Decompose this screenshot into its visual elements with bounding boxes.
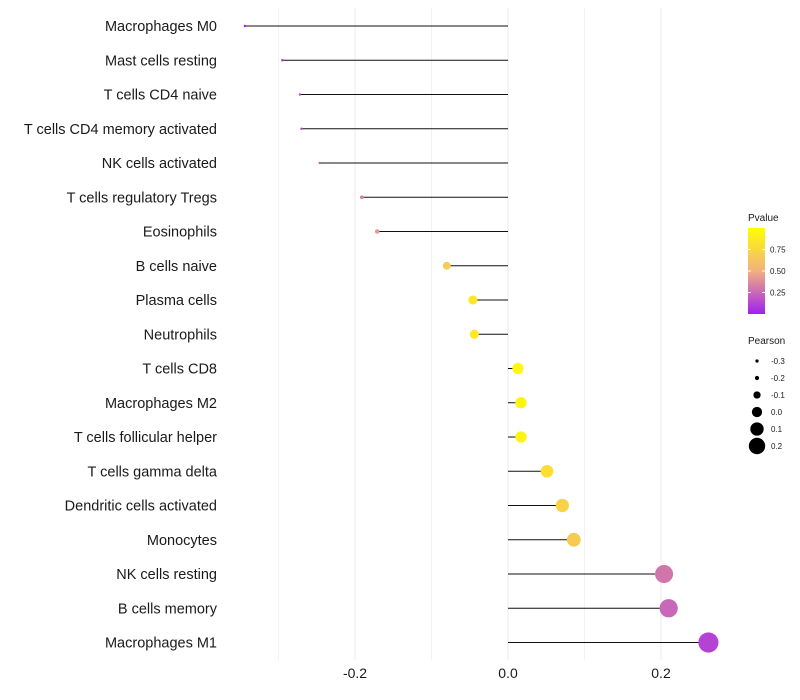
category-label: Mast cells resting [105, 53, 217, 69]
category-label: NK cells resting [116, 567, 217, 583]
category-label: Macrophages M0 [105, 19, 217, 35]
category-label: T cells CD4 naive [104, 88, 217, 104]
pearson-legend: Pearson -0.3 -0.2 -0.1 0.0 0.1 0.2 [748, 336, 785, 455]
category-label: T cells regulatory Tregs [67, 190, 217, 206]
category-axis: Macrophages M0 Mast cells resting T cells … [24, 19, 218, 652]
pearson-legend-label: -0.2 [771, 374, 785, 383]
data-point [566, 532, 581, 547]
category-label: B cells naive [136, 259, 217, 275]
category-label: T cells CD4 memory activated [24, 122, 217, 138]
pvalue-legend-label: 0.25 [770, 289, 786, 298]
data-point [515, 431, 527, 443]
category-label: T cells follicular helper [74, 430, 217, 446]
data-point [655, 564, 674, 584]
x-axis: -0.2 0.0 0.2 [343, 665, 671, 681]
pvalue-legend-label: 0.75 [770, 246, 786, 255]
data-point [281, 59, 284, 62]
data-point [243, 24, 247, 28]
data-point [318, 161, 322, 165]
pearson-legend-dot [750, 422, 764, 436]
category-label: Monocytes [147, 533, 217, 549]
pvalue-legend-label: 0.50 [770, 267, 786, 276]
data-point [555, 498, 569, 513]
category-label: NK cells activated [102, 156, 217, 172]
pearson-legend-label: 0.2 [771, 442, 783, 451]
pearson-legend-label: 0.0 [771, 408, 783, 417]
data-point [515, 397, 527, 409]
x-tick-label: -0.2 [343, 665, 367, 681]
data-point [540, 464, 554, 478]
category-label: T cells gamma delta [88, 464, 218, 480]
pearson-legend-dot [751, 406, 763, 418]
data-point [512, 362, 524, 375]
category-label: T cells CD8 [142, 362, 217, 378]
data-point [698, 632, 719, 653]
data-point [659, 599, 678, 618]
category-label: Neutrophils [144, 327, 217, 343]
category-label: Plasma cells [136, 293, 217, 309]
pearson-legend-dot [748, 437, 766, 455]
pearson-legend-dot [753, 391, 761, 399]
pearson-legend-dot [755, 359, 759, 363]
category-label: Macrophages M1 [105, 636, 217, 652]
dot-layer [243, 24, 719, 653]
stem-layer [244, 25, 709, 643]
category-label: B cells memory [118, 601, 218, 617]
data-point [469, 329, 479, 339]
pearson-legend-label: 0.1 [771, 425, 783, 434]
pearson-legend-label: -0.3 [771, 357, 785, 366]
category-label: Macrophages M2 [105, 396, 217, 412]
data-point [468, 295, 478, 305]
category-label: Eosinophils [143, 225, 217, 241]
x-tick-label: 0.0 [498, 665, 518, 681]
data-point [359, 195, 364, 200]
pearson-legend-title: Pearson [748, 336, 785, 347]
x-tick-label: 0.2 [651, 665, 671, 681]
grid-layer [278, 8, 662, 660]
data-point [298, 93, 302, 96]
pearson-legend-label: -0.1 [771, 391, 785, 400]
pvalue-legend: Pvalue 0.25 0.50 0.75 [748, 213, 786, 314]
data-point [300, 127, 303, 130]
data-point [442, 261, 451, 270]
data-point [374, 229, 380, 234]
pvalue-colorbar [748, 228, 765, 314]
pearson-legend-dot [754, 375, 760, 381]
category-label: Dendritic cells activated [65, 499, 217, 515]
pvalue-legend-title: Pvalue [748, 213, 779, 224]
